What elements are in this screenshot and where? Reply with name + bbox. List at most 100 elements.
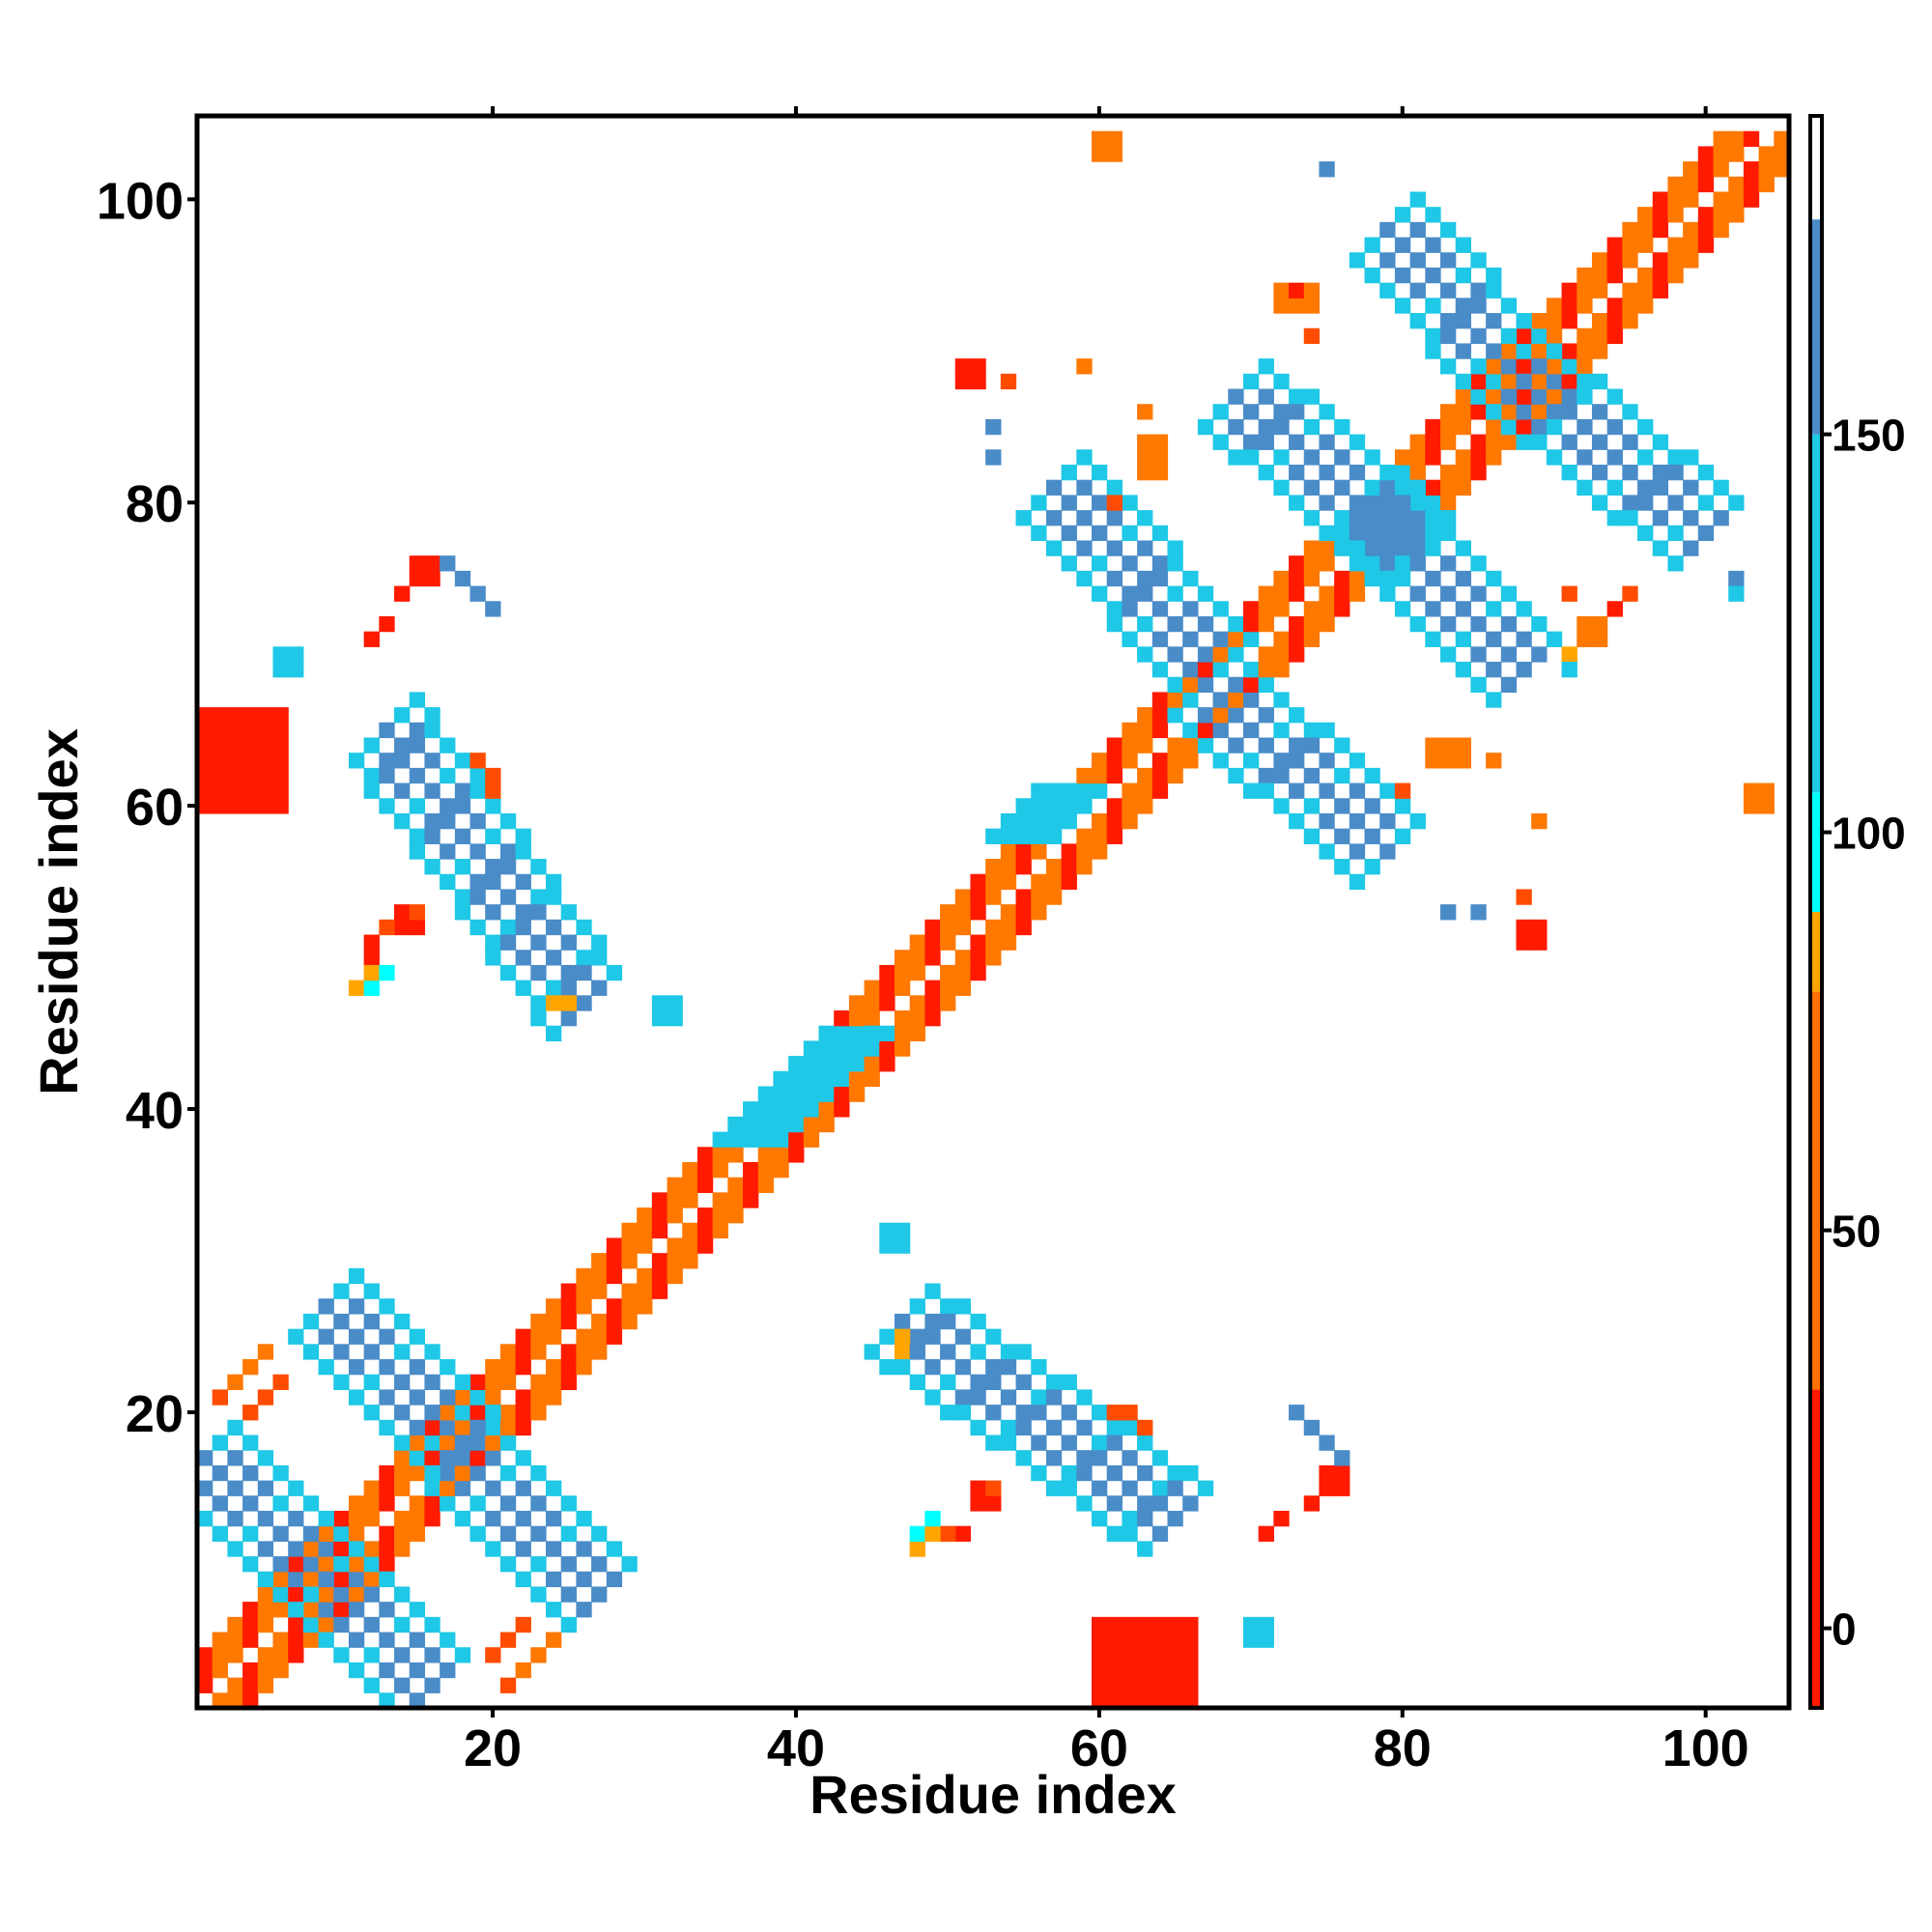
heatmap-cell <box>1349 540 1366 556</box>
heatmap-cell <box>242 1359 259 1376</box>
heatmap-cell <box>1061 798 1077 814</box>
heatmap-cell <box>242 1662 259 1679</box>
heatmap-cell <box>1409 313 1426 329</box>
heatmap-cell <box>302 1632 320 1648</box>
heatmap-cell <box>212 1435 228 1451</box>
heatmap-cell <box>409 828 426 844</box>
heatmap-cell <box>560 1495 577 1512</box>
heatmap-cell <box>1106 1464 1123 1482</box>
heatmap-cell <box>1289 464 1305 481</box>
heatmap-cell <box>424 828 440 844</box>
heatmap-cell <box>696 1177 714 1193</box>
heatmap-cell <box>1743 130 1760 147</box>
heatmap-cell <box>1076 510 1093 526</box>
heatmap-cell <box>1076 1450 1093 1466</box>
heatmap-cell <box>1728 191 1745 208</box>
heatmap-cell <box>227 737 243 753</box>
colorbar-tick-label: 50 <box>1832 1207 1881 1257</box>
heatmap-cell <box>1500 418 1518 436</box>
heatmap-cell <box>1092 1677 1108 1693</box>
heatmap-cell <box>1470 282 1487 298</box>
heatmap-cell <box>1697 146 1715 162</box>
heatmap-cell <box>333 1647 350 1663</box>
heatmap-cell <box>515 1571 531 1588</box>
heatmap-cell <box>1167 1510 1183 1527</box>
heatmap-cell <box>363 1495 380 1512</box>
heatmap-cell <box>1364 267 1380 284</box>
heatmap-cell <box>591 1267 608 1285</box>
heatmap-cell <box>440 1464 456 1482</box>
heatmap-cell <box>803 1086 820 1102</box>
heatmap-cell <box>1045 1374 1063 1390</box>
heatmap-cell <box>1137 798 1153 814</box>
heatmap-cell <box>348 1602 365 1618</box>
heatmap-cell <box>1167 1480 1183 1496</box>
heatmap-cell <box>1137 510 1153 526</box>
heatmap-cell <box>485 934 501 951</box>
heatmap-cell <box>409 1632 426 1648</box>
heatmap-cell <box>970 358 986 375</box>
heatmap-cell <box>954 373 972 390</box>
heatmap-cell <box>757 1147 775 1163</box>
heatmap-cell <box>894 1222 911 1239</box>
heatmap-cell <box>272 722 289 739</box>
heatmap-cell <box>1076 798 1093 814</box>
heatmap-cell <box>1137 1419 1153 1436</box>
heatmap-cell <box>1106 1692 1123 1709</box>
heatmap-cell <box>1470 464 1487 481</box>
heatmap-cell <box>212 1632 228 1648</box>
heatmap-cell <box>621 1298 638 1315</box>
heatmap-cell <box>1015 828 1032 844</box>
heatmap-cell <box>606 1328 623 1345</box>
heatmap-cell <box>1394 525 1411 542</box>
heatmap-cell <box>469 1374 486 1390</box>
heatmap-cell <box>1167 676 1183 694</box>
heatmap-cell <box>1228 631 1244 647</box>
heatmap-cell <box>454 798 471 814</box>
heatmap-cell <box>469 782 486 799</box>
heatmap-cell <box>818 1070 835 1088</box>
heatmap-cell <box>1440 495 1457 511</box>
heatmap-cell <box>424 1344 440 1360</box>
heatmap-cell <box>409 843 426 860</box>
heatmap-cell <box>227 722 243 739</box>
heatmap-cell <box>1500 646 1518 663</box>
heatmap-cell <box>1440 434 1457 450</box>
heatmap-cell <box>1652 221 1669 239</box>
heatmap-cell <box>545 1541 562 1557</box>
heatmap-cell <box>242 753 259 769</box>
heatmap-cell <box>1394 479 1411 496</box>
heatmap-cell <box>363 950 380 966</box>
heatmap-cell <box>727 1192 744 1208</box>
heatmap-cell <box>302 1616 320 1634</box>
heatmap-cell <box>409 692 426 708</box>
heatmap-cell <box>576 1298 592 1315</box>
heatmap-cell <box>803 1040 820 1057</box>
heatmap-cell <box>560 1525 577 1542</box>
heatmap-cell <box>743 1116 759 1133</box>
heatmap-cell <box>469 1495 486 1512</box>
heatmap-cell <box>1758 176 1775 193</box>
heatmap-cell <box>1182 722 1199 739</box>
heatmap-cell <box>530 1647 547 1663</box>
heatmap-cell <box>1561 282 1577 298</box>
heatmap-cell <box>1455 662 1471 678</box>
heatmap-cell <box>409 737 426 753</box>
heatmap-cell <box>424 707 440 724</box>
heatmap-cell <box>560 1374 577 1390</box>
heatmap-cell <box>272 1495 289 1512</box>
heatmap-cell <box>1440 313 1457 329</box>
heatmap-cell <box>1151 1677 1169 1693</box>
heatmap-cell <box>1045 1419 1063 1436</box>
heatmap-cell <box>1182 570 1199 587</box>
heatmap-cell <box>1516 404 1532 420</box>
heatmap-cell <box>954 1389 972 1406</box>
heatmap-cell <box>864 1070 880 1088</box>
heatmap-cell <box>909 950 925 966</box>
heatmap-cell <box>1546 298 1563 314</box>
heatmap-cell <box>1637 449 1654 466</box>
heatmap-cell <box>1713 510 1729 526</box>
heatmap-cell <box>1122 753 1138 769</box>
heatmap-cell <box>257 1344 274 1360</box>
heatmap-cell <box>1076 1389 1093 1406</box>
